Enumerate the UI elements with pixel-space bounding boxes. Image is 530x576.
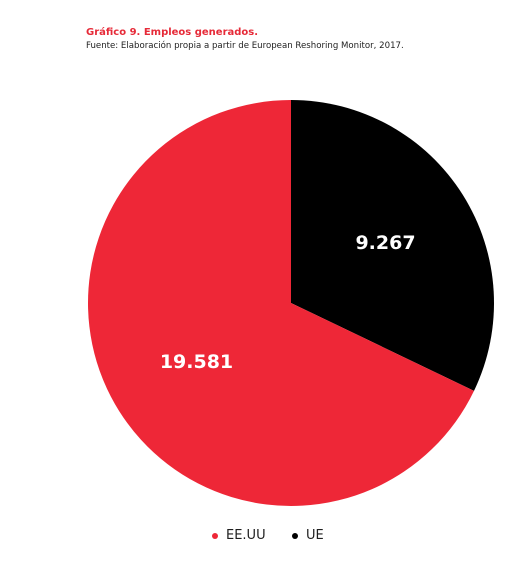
legend-swatch-ue <box>292 532 298 539</box>
pie-slice-ue <box>291 100 494 391</box>
legend-label-ue: UE <box>306 528 324 543</box>
data-label-eeuu: 19.581 <box>160 351 233 373</box>
chart-legend: EE.UU UE <box>0 528 530 550</box>
legend-label-eeuu: EE.UU <box>226 528 266 543</box>
legend-item-eeuu: EE.UU <box>212 528 266 543</box>
pie-slice-eeuu <box>87 100 475 506</box>
pie-chart: 9.267 19.581 <box>87 100 494 506</box>
legend-swatch-eeuu <box>212 532 218 539</box>
data-label-ue: 9.267 <box>355 232 415 254</box>
chart-title: Gráfico 9. Empleos generados. <box>86 27 259 38</box>
legend-item-ue: UE <box>292 528 324 543</box>
chart-source: Fuente: Elaboración propia a partir de E… <box>86 41 404 51</box>
